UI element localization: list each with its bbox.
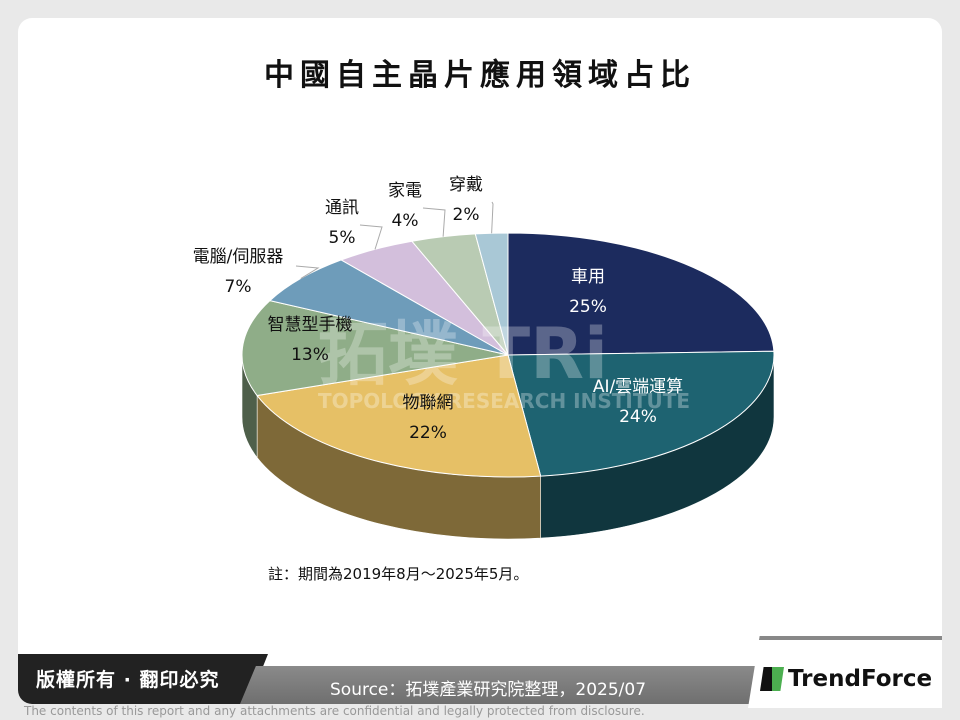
slice-label: 穿戴 [449, 175, 483, 195]
watermark-sub: TOPOLOGY RESEARCH INSTITUTE [318, 389, 690, 413]
slice-value-label: 22% [409, 423, 447, 443]
brand-name: TrendForce [788, 666, 933, 692]
slice-value-label: 13% [291, 345, 329, 365]
slice-label: 車用 [571, 267, 605, 287]
pie-slice-7 [474, 232, 509, 356]
slice-label: 物聯網 [403, 393, 454, 413]
source-text: Source：拓墣產業研究院整理，2025/07 [330, 680, 647, 700]
chart-note: 註：期間為2019年8月～2025年5月。 [268, 565, 529, 583]
trendforce-logo: TrendForce [760, 666, 932, 692]
slice-label: 通訊 [325, 198, 359, 218]
disclaimer: The contents of this report and any atta… [24, 704, 645, 718]
footer-grey-band [240, 666, 770, 704]
slice-value-label: 5% [329, 228, 356, 248]
leader-line [295, 265, 320, 279]
slice-label: 家電 [388, 181, 422, 201]
footer-dark-band [18, 654, 268, 704]
slice-label: AI/雲端運算 [593, 377, 683, 397]
slice-value-label: 2% [453, 205, 480, 225]
slice-label: 智慧型手機 [268, 315, 353, 335]
copyright-text: 版權所有 · 翻印必究 [36, 669, 220, 691]
pie-slice-0 [507, 232, 775, 356]
slice-value-label: 7% [225, 277, 252, 297]
slice-label: 電腦/伺服器 [193, 247, 284, 267]
slice-value-label: 25% [569, 297, 607, 317]
leader-line [359, 224, 383, 250]
pie-slice-1 [507, 350, 775, 477]
watermark: 拓墣 TRi [318, 313, 608, 395]
pie-slice-3 [241, 300, 509, 397]
trendforce-logo-icon [760, 667, 784, 691]
pie-slice-2 [256, 354, 542, 478]
leader-line [491, 201, 494, 234]
chart-title: 中國自主晶片應用領域占比 [264, 58, 696, 93]
leader-line [422, 207, 446, 237]
slice-value-label: 4% [392, 211, 419, 231]
slice-value-label: 24% [619, 407, 657, 427]
